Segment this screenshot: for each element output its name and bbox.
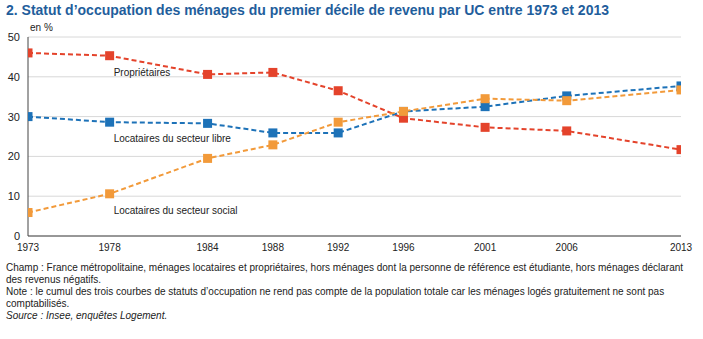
svg-text:Locataires du secteur libre: Locataires du secteur libre [114, 133, 232, 144]
svg-text:1988: 1988 [262, 242, 285, 253]
svg-text:1996: 1996 [392, 242, 415, 253]
svg-text:0: 0 [14, 230, 20, 242]
html-text:2. Statut d’occupation des mén: 2. Statut d’occupation des ménages du pr… [6, 2, 609, 18]
svg-text:2006: 2006 [556, 242, 579, 253]
html-text:Champ : France métropolitaine,: Champ : France métropolitaine, ménages l… [6, 262, 684, 285]
svg-text:1978: 1978 [99, 242, 122, 253]
svg-text:Propriétaires: Propriétaires [114, 67, 171, 78]
html-text:en %: en % [30, 22, 53, 33]
svg-text:Locataires du secteur social: Locataires du secteur social [114, 205, 238, 216]
svg-text:50: 50 [8, 31, 20, 43]
svg-text:30: 30 [8, 111, 20, 123]
html-text:Note : le cumul des trois cour: Note : le cumul des trois courbes de sta… [6, 286, 665, 309]
svg-text:10: 10 [8, 190, 20, 202]
svg-text:1992: 1992 [327, 242, 350, 253]
html-text:Source : Insee, enquêtes Logem: Source : Insee, enquêtes Logement. [6, 310, 168, 321]
svg-text:1984: 1984 [196, 242, 219, 253]
svg-text:2001: 2001 [474, 242, 497, 253]
svg-text:2013: 2013 [670, 242, 693, 253]
svg-text:20: 20 [8, 150, 20, 162]
svg-text:1973: 1973 [17, 242, 40, 253]
svg-text:40: 40 [8, 71, 20, 83]
